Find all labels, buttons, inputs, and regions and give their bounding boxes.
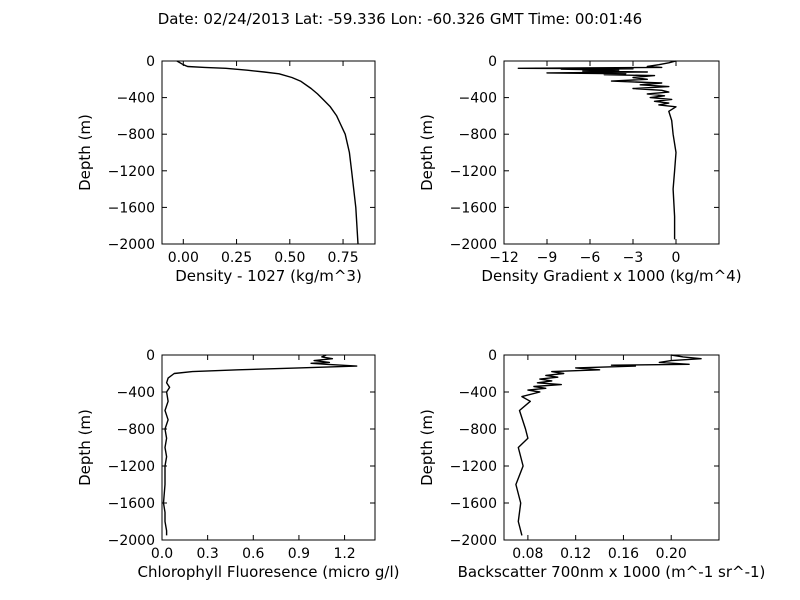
density-gradient-ytick-label: −1200 [450, 164, 497, 180]
backscatter-xtick-label: 0.08 [512, 546, 543, 562]
backscatter-xtick-label: 0.12 [560, 546, 591, 562]
chlorophyll-xtick-label: 1.2 [333, 546, 355, 562]
density-gradient-xlabel: Density Gradient x 1000 (kg/m^4) [481, 267, 741, 285]
chlorophyll-xtick-label: 0.3 [197, 546, 219, 562]
backscatter-ytick-label: −1600 [450, 496, 497, 512]
density-ytick-label: −800 [117, 127, 155, 143]
figure-title: Date: 02/24/2013 Lat: -59.336 Lon: -60.3… [158, 10, 642, 28]
backscatter-ytick-label: −800 [459, 422, 497, 438]
density-gradient-xtick-label: 0 [672, 250, 681, 266]
density-gradient-axes-frame [503, 60, 720, 245]
backscatter-series-line-0 [515, 354, 702, 536]
panels: 0.00 0.25 0.50 0.750−400−800−1200−1600−2000… [76, 54, 765, 581]
panel-density: 0.00 0.25 0.50 0.75 0 −400 −800 −1200 −1600 −2000… [76, 54, 376, 285]
density-ylabel: Depth (m) [76, 114, 94, 191]
backscatter-xtick-label: 0.20 [656, 546, 687, 562]
chlorophyll-xlabel: Chlorophyll Fluoresence (micro g/l) [138, 563, 400, 581]
chlorophyll-axes-frame [161, 354, 376, 541]
panel-backscatter: 0.08 0.12 0.16 0.20 0 −400 −800 −1200 −1600 −2000… [418, 348, 765, 581]
chlorophyll-ytick-label: 0 [146, 348, 155, 364]
backscatter-xtick-label: 0.16 [608, 546, 639, 562]
density-gradient-xtick-label: −6 [580, 250, 601, 266]
panel-chlorophyll: 0.0 0.3 0.6 0.9 1.2 0 −400 −800 −1200 −1600 −2000 C… [76, 348, 399, 581]
backscatter-ylabel: Depth (m) [418, 409, 436, 486]
density-ytick-label: −1600 [108, 200, 155, 216]
density-ytick-label: −1200 [108, 164, 155, 180]
density-gradient-xtick-label: −3 [623, 250, 644, 266]
chlorophyll-ytick-label: −800 [117, 422, 155, 438]
backscatter-ytick-label: −1200 [450, 459, 497, 475]
chlorophyll-xtick-label: 0.0 [151, 546, 173, 562]
chlorophyll-ytick-label: −1600 [108, 496, 155, 512]
backscatter-ytick-label: −400 [459, 385, 497, 401]
chlorophyll-ytick-label: −1200 [108, 459, 155, 475]
density-gradient-ytick-label: −2000 [450, 237, 497, 253]
chlorophyll-xtick-label: 0.6 [242, 546, 264, 562]
backscatter-ytick-label: −2000 [450, 533, 497, 549]
density-gradient-series-line-0 [517, 60, 677, 240]
density-axes-frame [161, 60, 376, 245]
panel-density-gradient: −12 −9 −6 −3 0 0 −400 −800 −1200 −1600 −2000 Densit… [418, 54, 742, 285]
chlorophyll-ytick-label: −2000 [108, 533, 155, 549]
density-gradient-xtick-label: −12 [489, 250, 519, 266]
density-xlabel: Density - 1027 (kg/m^3) [175, 267, 362, 285]
density-xtick-label: 0.75 [327, 250, 358, 266]
density-gradient-ytick-label: 0 [488, 54, 497, 70]
density-ytick-label: −400 [117, 91, 155, 107]
chlorophyll-series-line-0 [162, 354, 358, 536]
chlorophyll-xtick-label: 0.9 [288, 546, 310, 562]
chlorophyll-ylabel: Depth (m) [76, 409, 94, 486]
backscatter-ytick-label: 0 [488, 348, 497, 364]
density-gradient-xtick-label: −9 [537, 250, 558, 266]
density-xtick-label: 0.00 [168, 250, 199, 266]
density-gradient-ylabel: Depth (m) [418, 114, 436, 191]
density-series-line-0 [176, 60, 359, 245]
density-gradient-ytick-label: −1600 [450, 200, 497, 216]
density-gradient-ytick-label: −800 [459, 127, 497, 143]
backscatter-xlabel: Backscatter 700nm x 1000 (m^-1 sr^-1) [458, 563, 766, 581]
density-gradient-ytick-label: −400 [459, 91, 497, 107]
density-ytick-label: −2000 [108, 237, 155, 253]
density-xtick-label: 0.25 [221, 250, 252, 266]
density-ytick-label: 0 [146, 54, 155, 70]
chlorophyll-ytick-label: −400 [117, 385, 155, 401]
density-xtick-label: 0.50 [274, 250, 305, 266]
backscatter-axes-frame [503, 354, 720, 541]
